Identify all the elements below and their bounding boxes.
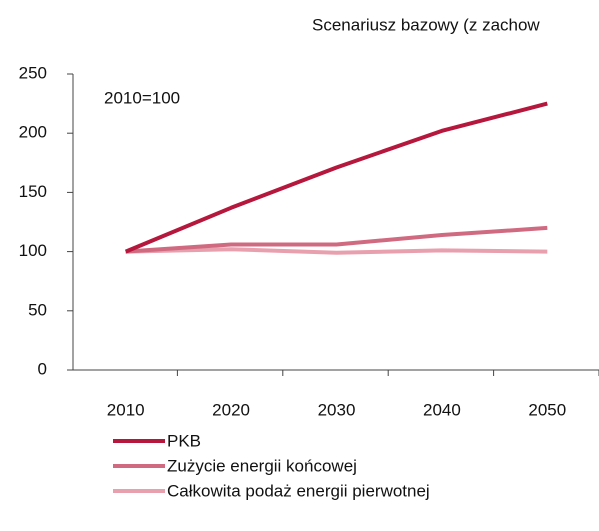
y-tick-label: 150 (19, 182, 47, 201)
series-line (124, 101, 548, 254)
legend-label: Zużycie energii końcowej (167, 456, 357, 475)
series-line (125, 225, 548, 254)
y-tick-label: 200 (19, 123, 47, 142)
y-tick-label: 100 (19, 241, 47, 260)
chart-title: Scenariusz bazowy (z zachow (312, 15, 540, 34)
x-tick-label: 2050 (528, 400, 566, 419)
legend-label: PKB (167, 431, 201, 450)
series-line (125, 247, 548, 255)
y-tick-label: 0 (38, 359, 47, 378)
legend-label: Całkowita podaż energii pierwotnej (167, 481, 430, 500)
x-tick-label: 2010 (107, 400, 145, 419)
x-tick-label: 2020 (212, 400, 250, 419)
x-tick-label: 2030 (318, 400, 356, 419)
y-tick-label: 50 (28, 300, 47, 319)
y-tick-label: 250 (19, 63, 47, 82)
x-tick-label: 2040 (423, 400, 461, 419)
annotation: 2010=100 (104, 88, 180, 107)
